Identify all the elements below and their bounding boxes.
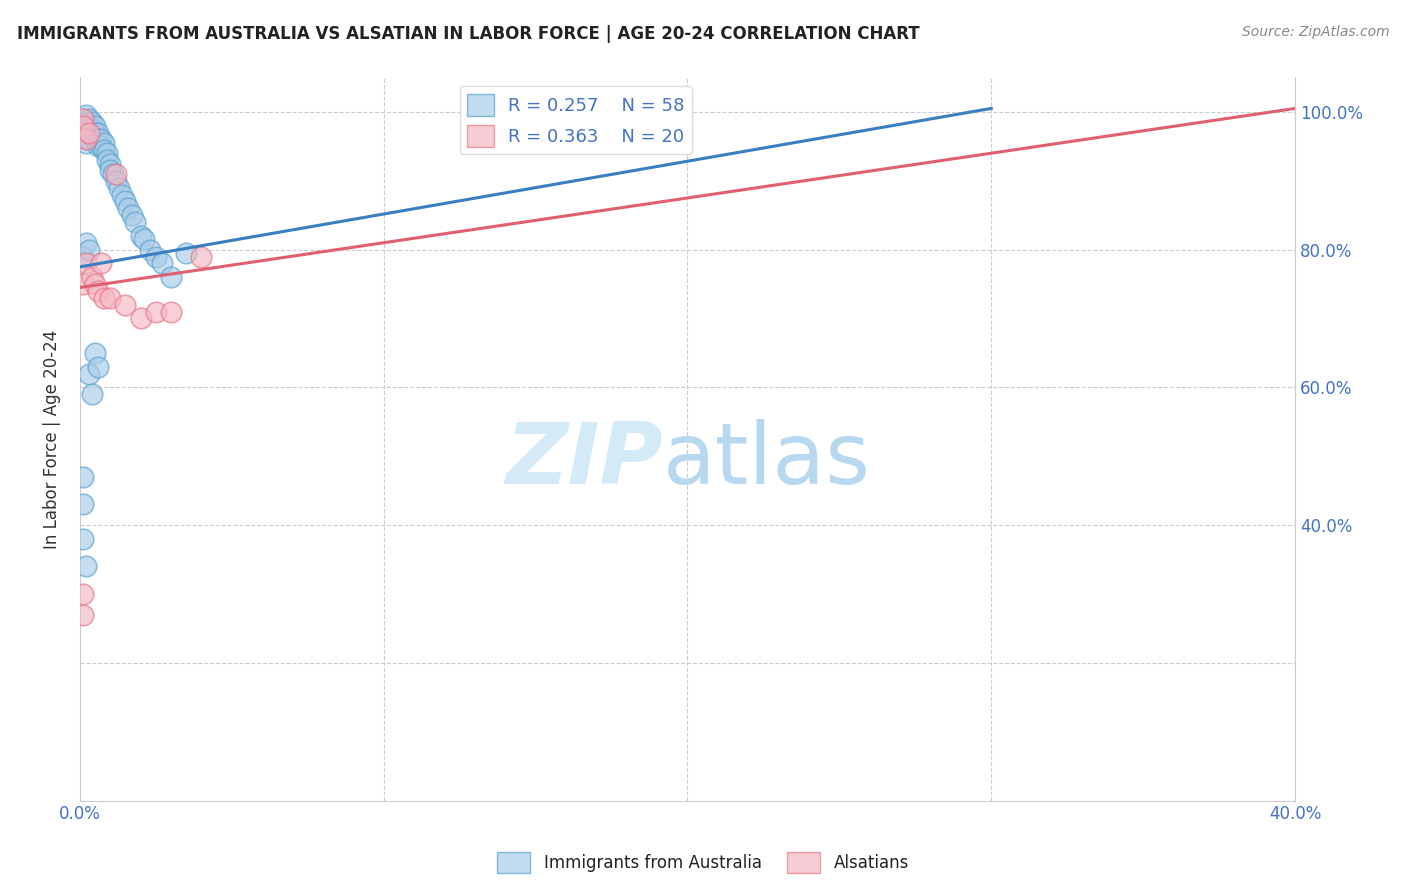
Point xyxy=(77,132,100,146)
Point xyxy=(72,532,94,546)
Point xyxy=(72,119,94,133)
Text: ZIP: ZIP xyxy=(506,419,664,502)
Point xyxy=(108,180,131,194)
Point xyxy=(105,174,128,188)
Point xyxy=(87,126,110,140)
Point xyxy=(75,559,97,574)
Point xyxy=(80,128,103,143)
Point xyxy=(124,215,146,229)
Point xyxy=(96,153,118,167)
Point xyxy=(114,194,136,209)
Point xyxy=(75,122,97,136)
Point xyxy=(72,122,94,136)
Point xyxy=(72,607,94,622)
Point xyxy=(84,277,107,291)
Point xyxy=(77,112,100,126)
Point xyxy=(80,122,103,136)
Point xyxy=(98,156,121,170)
Point xyxy=(145,304,167,318)
Point xyxy=(75,256,97,270)
Text: Source: ZipAtlas.com: Source: ZipAtlas.com xyxy=(1241,25,1389,39)
Point xyxy=(132,232,155,246)
Point xyxy=(84,126,107,140)
Y-axis label: In Labor Force | Age 20-24: In Labor Force | Age 20-24 xyxy=(44,329,60,549)
Point xyxy=(77,243,100,257)
Point xyxy=(111,187,134,202)
Point xyxy=(72,112,94,126)
Point xyxy=(190,250,212,264)
Point xyxy=(121,208,143,222)
Point xyxy=(75,235,97,250)
Point xyxy=(72,126,94,140)
Point xyxy=(72,112,94,126)
Point xyxy=(72,587,94,601)
Point xyxy=(129,228,152,243)
Point xyxy=(87,139,110,153)
Point xyxy=(77,126,100,140)
Point xyxy=(96,146,118,161)
Point xyxy=(75,128,97,143)
Point xyxy=(145,250,167,264)
Point xyxy=(72,250,94,264)
Point xyxy=(98,163,121,178)
Point xyxy=(77,126,100,140)
Point xyxy=(72,119,94,133)
Point xyxy=(93,143,115,157)
Point xyxy=(139,243,162,257)
Point xyxy=(160,304,183,318)
Point xyxy=(72,115,94,129)
Point xyxy=(75,108,97,122)
Point xyxy=(160,270,183,285)
Point xyxy=(114,298,136,312)
Point xyxy=(75,136,97,150)
Point xyxy=(80,270,103,285)
Point xyxy=(150,256,173,270)
Point xyxy=(98,291,121,305)
Point xyxy=(90,256,112,270)
Point xyxy=(174,246,197,260)
Point xyxy=(80,387,103,401)
Point xyxy=(105,167,128,181)
Point xyxy=(80,115,103,129)
Point xyxy=(87,284,110,298)
Point xyxy=(84,346,107,360)
Point xyxy=(117,202,139,216)
Point xyxy=(84,119,107,133)
Point xyxy=(72,128,94,143)
Legend: Immigrants from Australia, Alsatians: Immigrants from Australia, Alsatians xyxy=(491,846,915,880)
Point xyxy=(77,119,100,133)
Point xyxy=(72,470,94,484)
Text: atlas: atlas xyxy=(664,419,872,502)
Text: IMMIGRANTS FROM AUSTRALIA VS ALSATIAN IN LABOR FORCE | AGE 20-24 CORRELATION CHA: IMMIGRANTS FROM AUSTRALIA VS ALSATIAN IN… xyxy=(17,25,920,43)
Point xyxy=(72,498,94,512)
Point xyxy=(84,132,107,146)
Point xyxy=(77,367,100,381)
Point xyxy=(90,139,112,153)
Point xyxy=(93,291,115,305)
Legend: R = 0.257    N = 58, R = 0.363    N = 20: R = 0.257 N = 58, R = 0.363 N = 20 xyxy=(460,87,692,154)
Point xyxy=(90,132,112,146)
Point xyxy=(103,167,125,181)
Point xyxy=(72,277,94,291)
Point xyxy=(87,359,110,374)
Point xyxy=(93,136,115,150)
Point xyxy=(75,132,97,146)
Point xyxy=(87,132,110,146)
Point xyxy=(129,311,152,326)
Point xyxy=(75,115,97,129)
